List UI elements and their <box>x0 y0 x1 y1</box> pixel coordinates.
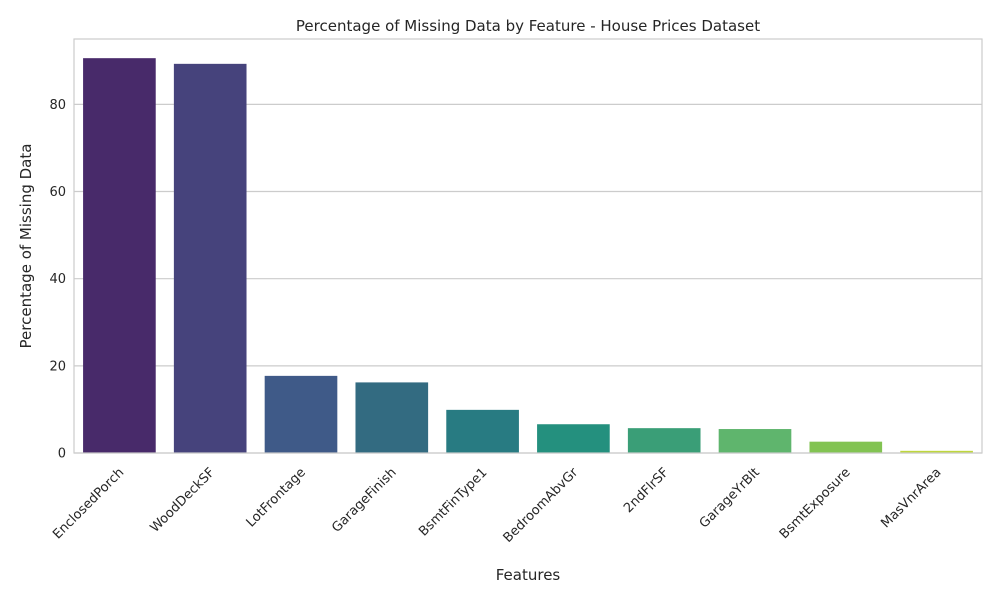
bar-2ndFlrSF <box>627 428 701 453</box>
y-tick-labels: 0 20 40 60 80 <box>49 98 66 462</box>
bar-BsmtFinType1 <box>446 409 519 453</box>
y-tick-label: 60 <box>49 185 66 200</box>
x-tick-label: BedroomAbvGr <box>501 465 582 546</box>
bar-WoodDeckSF <box>173 63 247 454</box>
y-tick-label: 40 <box>49 272 66 287</box>
y-tick-label: 20 <box>49 359 66 374</box>
y-tick-label: 80 <box>49 98 66 113</box>
bar-BsmtExposure <box>809 441 883 453</box>
plot-frame <box>73 38 983 454</box>
y-axis-label: Percentage of Missing Data <box>17 144 35 349</box>
x-tick-label: MasVnrArea <box>878 465 944 531</box>
bar-LotFrontage <box>264 375 338 453</box>
y-tick-label: 0 <box>58 447 66 462</box>
bar-GarageYrBlt <box>718 429 792 453</box>
x-tick-label: BsmtExposure <box>777 465 854 542</box>
bar-EnclosedPorch <box>83 58 156 453</box>
bar-GarageFinish <box>355 382 429 453</box>
x-tick-label: 2ndFlrSF <box>621 465 672 516</box>
x-tick-label: LotFrontage <box>244 465 309 530</box>
bars-layer <box>83 58 973 454</box>
x-tick-label: GarageYrBlt <box>697 465 763 531</box>
chart-title: Percentage of Missing Data by Feature - … <box>296 17 760 35</box>
x-tick-labels: EnclosedPorch WoodDeckSF LotFrontage Garage… <box>50 465 944 546</box>
bar-BedroomAbvGr <box>537 424 610 453</box>
x-tick-label: WoodDeckSF <box>148 465 218 535</box>
x-tick-label: EnclosedPorch <box>50 465 127 542</box>
x-axis-label: Features <box>496 566 561 584</box>
x-tick-label: BsmtFinType1 <box>416 465 490 539</box>
x-tick-label: GarageFinish <box>329 465 399 535</box>
bar-MasVnrArea <box>900 450 973 453</box>
